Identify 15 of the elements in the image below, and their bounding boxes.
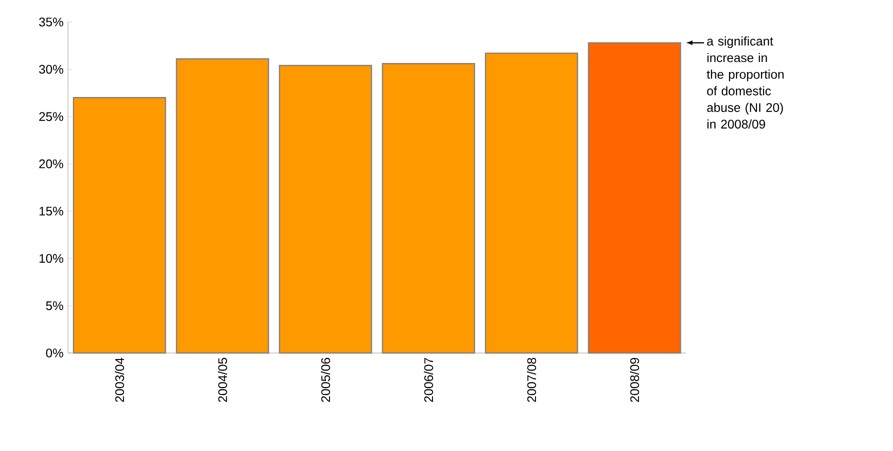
y-tick-label: 35% (39, 18, 64, 26)
y-tick-label: 10% (40, 254, 64, 263)
y-tick-label: 30% (39, 64, 64, 74)
y-tick-label: 0% (46, 348, 64, 358)
text: a significant increase in the proportion of domestic abuse (NI 20) in 2008/09 (706, 36, 784, 129)
y-tick-label: 5% (46, 301, 64, 310)
x-tick-label: 2007/08 (526, 358, 536, 402)
x-tick-label: 2008/09 (630, 358, 640, 402)
x-tick-label: 2003/04 (114, 358, 124, 402)
x-tick-label: 2005/06 (320, 358, 330, 402)
y-tick-label: 20% (39, 159, 64, 168)
x-tick-label: 2006/07 (424, 358, 434, 402)
y-tick-label: 15% (40, 206, 64, 216)
y-tick-label: 25% (39, 112, 64, 121)
x-tick-label: 2004/05 (218, 358, 228, 402)
